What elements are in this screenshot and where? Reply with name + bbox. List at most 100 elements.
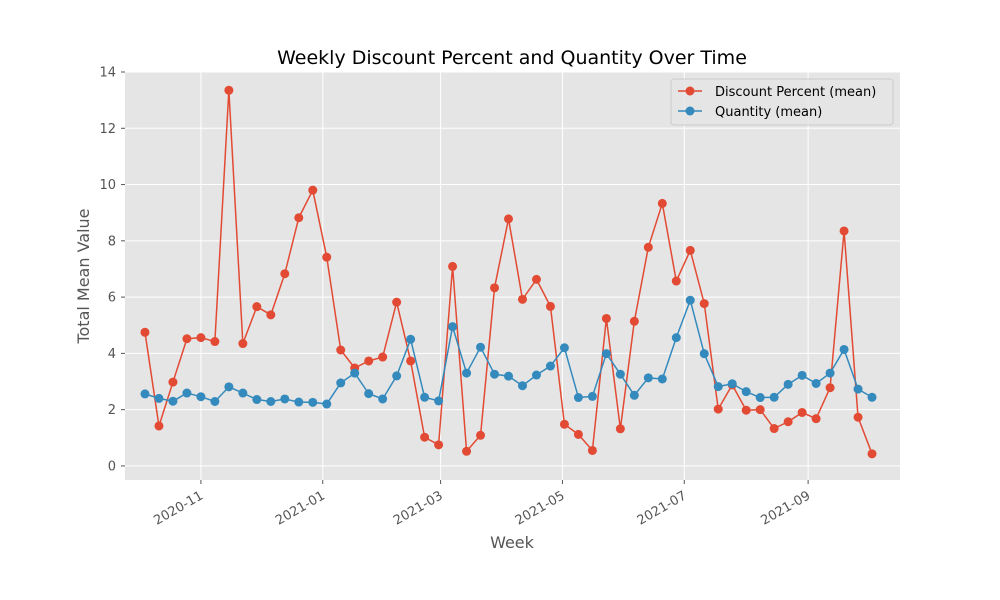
data-point-discount [308, 185, 318, 195]
data-point-discount [490, 283, 500, 293]
data-point-quantity [434, 396, 444, 406]
data-point-quantity [769, 392, 779, 402]
data-point-discount [294, 213, 304, 223]
data-point-quantity [699, 349, 709, 359]
data-point-quantity [615, 369, 625, 379]
data-point-quantity [531, 370, 541, 380]
data-point-quantity [448, 322, 458, 332]
legend: Discount Percent (mean) Quantity (mean) [670, 78, 894, 126]
data-point-quantity [308, 397, 318, 407]
legend-marker-quantity [685, 106, 695, 116]
data-point-quantity [825, 368, 835, 378]
data-point-discount [783, 417, 793, 427]
data-point-discount [713, 404, 723, 414]
legend-frame [670, 78, 894, 126]
data-point-quantity [140, 389, 150, 399]
data-point-discount [280, 269, 290, 279]
data-point-discount [755, 405, 765, 415]
data-point-quantity [867, 392, 877, 402]
data-point-quantity [476, 342, 486, 352]
data-point-quantity [168, 396, 178, 406]
data-point-quantity [336, 378, 346, 388]
data-point-discount [336, 345, 346, 355]
data-point-quantity [685, 295, 695, 305]
data-point-quantity [154, 393, 164, 403]
x-tick-label: 2021-05 [513, 488, 568, 528]
data-point-quantity [490, 369, 500, 379]
data-point-quantity [573, 393, 583, 403]
data-point-quantity [364, 389, 374, 399]
data-point-discount [322, 252, 332, 262]
data-point-discount [671, 276, 681, 286]
y-tick-label: 4 [108, 347, 116, 362]
y-tick-label: 10 [99, 178, 116, 193]
data-point-discount [545, 301, 555, 311]
y-axis-label: Total Mean Value [74, 208, 93, 344]
data-point-discount [867, 449, 877, 459]
data-point-discount [643, 242, 653, 252]
legend-label-quantity: Quantity (mean) [715, 105, 822, 120]
data-point-quantity [378, 394, 388, 404]
data-point-quantity [462, 368, 472, 378]
y-tick-label: 0 [108, 459, 116, 474]
data-point-quantity [657, 374, 667, 384]
data-point-quantity [420, 392, 430, 402]
data-point-quantity [671, 333, 681, 343]
legend-label-discount: Discount Percent (mean) [715, 85, 876, 100]
data-point-discount [853, 412, 863, 422]
data-point-discount [797, 407, 807, 417]
data-point-quantity [629, 390, 639, 400]
data-point-quantity [350, 368, 360, 378]
data-point-quantity [392, 371, 402, 381]
data-point-discount [168, 377, 178, 387]
data-point-discount [364, 356, 374, 366]
data-point-discount [825, 383, 835, 393]
data-point-quantity [224, 382, 234, 392]
data-point-discount [196, 333, 206, 343]
data-point-quantity [210, 397, 220, 406]
data-point-discount [615, 424, 625, 434]
data-point-discount [434, 440, 444, 450]
data-point-quantity [504, 371, 514, 381]
x-tick-label: 2021-07 [635, 488, 690, 528]
data-point-discount [657, 198, 667, 208]
data-point-discount [392, 297, 402, 307]
data-point-quantity [266, 397, 276, 406]
data-point-discount [811, 414, 821, 424]
x-tick-label: 2021-01 [273, 488, 328, 528]
chart-title: Weekly Discount Percent and Quantity Ove… [277, 47, 747, 69]
data-point-quantity [587, 391, 597, 401]
data-point-discount [476, 430, 486, 440]
data-point-quantity [280, 394, 290, 404]
data-point-quantity [741, 387, 751, 397]
data-point-discount [699, 299, 709, 309]
y-tick-label: 6 [108, 291, 116, 306]
data-point-discount [769, 424, 779, 434]
data-point-discount [378, 352, 388, 362]
data-point-discount [685, 245, 695, 255]
series-quantity [140, 295, 877, 409]
data-point-quantity [559, 343, 569, 353]
data-point-quantity [517, 381, 527, 391]
data-point-discount [224, 85, 234, 95]
data-point-discount [517, 294, 527, 304]
data-point-discount [252, 302, 262, 312]
data-point-quantity [252, 395, 262, 405]
data-point-discount [266, 310, 276, 320]
x-tick-label: 2020-11 [151, 488, 206, 528]
data-point-quantity [322, 399, 332, 409]
data-point-quantity [811, 378, 821, 388]
data-point-discount [587, 445, 597, 455]
legend-marker-discount [685, 86, 695, 96]
data-point-quantity [601, 349, 611, 359]
y-tick-label: 12 [99, 122, 116, 137]
data-point-discount [531, 274, 541, 284]
y-tick-label: 14 [99, 66, 116, 81]
data-point-discount [448, 261, 458, 271]
data-point-quantity [755, 393, 765, 403]
data-point-quantity [727, 379, 737, 389]
data-point-discount [210, 337, 220, 347]
data-point-discount [504, 214, 514, 224]
data-point-discount [420, 432, 430, 442]
